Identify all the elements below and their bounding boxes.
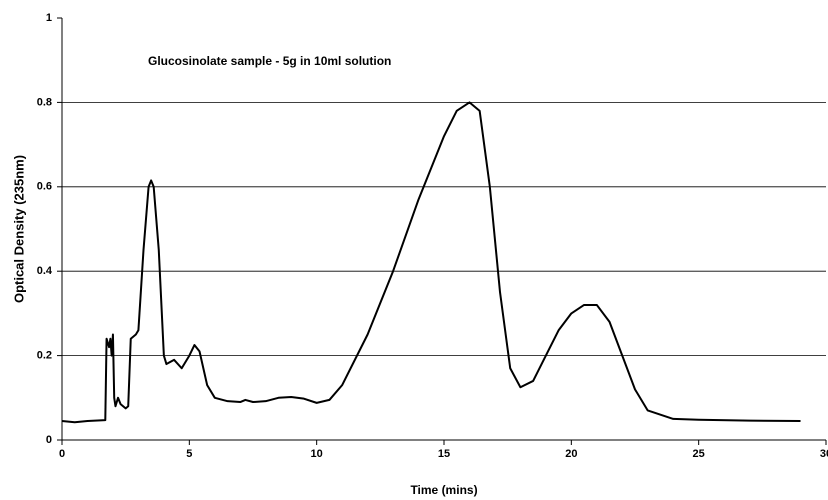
y-tick-label: 1 [46, 12, 52, 24]
x-tick-label: 25 [693, 448, 705, 460]
x-tick-label: 15 [438, 448, 450, 460]
y-tick-label: 0.6 [37, 181, 52, 193]
y-tick-label: 0.8 [37, 96, 52, 108]
chart-title: Glucosinolate sample - 5g in 10ml soluti… [148, 54, 391, 68]
y-tick-label: 0 [46, 434, 52, 446]
x-axis-label: Time (mins) [410, 483, 477, 497]
x-tick-label: 30 [820, 448, 828, 460]
x-tick-label: 0 [59, 448, 65, 460]
x-tick-label: 5 [186, 448, 192, 460]
y-axis-label: Optical Density (235nm) [11, 155, 26, 303]
data-line [61, 101, 801, 424]
x-tick-label: 10 [311, 448, 323, 460]
y-tick-label: 0.4 [37, 265, 53, 277]
y-tick-label: 0.2 [37, 350, 52, 362]
x-tick-label: 20 [565, 448, 577, 460]
